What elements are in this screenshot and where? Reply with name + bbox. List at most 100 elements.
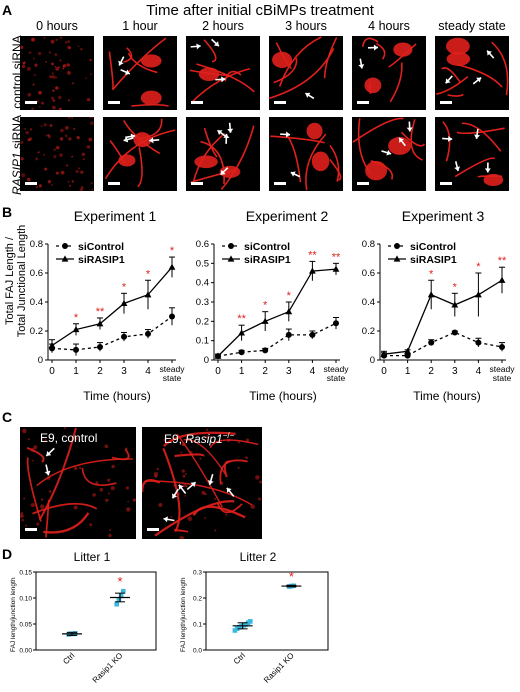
arrow-head — [220, 169, 226, 175]
arrow-icon — [178, 484, 187, 494]
scale-bar — [440, 182, 452, 185]
experiment-3-xlabel: Time (hours) — [413, 389, 481, 403]
arrow-icon — [484, 162, 491, 173]
speckle — [53, 155, 57, 159]
arrow-head — [373, 44, 378, 51]
data-point — [499, 343, 505, 350]
speckle — [35, 185, 39, 189]
junction-line — [278, 36, 322, 87]
speckle — [38, 90, 42, 95]
speckle — [126, 507, 131, 512]
junction-line — [174, 528, 189, 533]
arrow-icon — [211, 38, 220, 47]
significance-star: ** — [498, 255, 507, 267]
junction-line — [191, 67, 251, 103]
speckle — [21, 173, 26, 178]
x-tick-label: 2 — [97, 366, 103, 377]
speckle — [62, 64, 67, 68]
data-point — [169, 313, 175, 320]
speckle — [68, 137, 72, 141]
speckle — [37, 151, 40, 154]
column-label: 3 hours — [285, 19, 327, 33]
speckle — [50, 184, 53, 187]
speckle — [20, 140, 24, 144]
x-tick-label: steady — [323, 364, 349, 374]
data-point — [309, 331, 316, 338]
arrow-icon — [227, 122, 234, 133]
arrow-icon — [45, 447, 55, 457]
legend-marker-sirasip1 — [227, 255, 235, 262]
scale-bar — [191, 101, 203, 104]
junction-line — [216, 502, 243, 514]
arrow-icon — [125, 133, 136, 140]
speckle — [80, 186, 84, 189]
arrow-icon — [149, 137, 160, 144]
junction-line — [104, 129, 176, 180]
speckle — [104, 444, 109, 449]
x-tick-label: steady — [159, 364, 185, 374]
junction-line — [137, 147, 143, 188]
significance-star: * — [287, 290, 292, 302]
junction-line — [436, 76, 469, 95]
column-label: 0 hours — [36, 19, 78, 33]
junction-line — [123, 47, 133, 63]
scale-bar — [274, 101, 286, 104]
junction-line — [442, 121, 451, 162]
speckle — [109, 529, 112, 531]
speckle — [90, 73, 92, 75]
speckle — [55, 171, 59, 175]
column-label: 1 hour — [122, 19, 158, 33]
data-point — [498, 276, 506, 283]
data-point — [262, 347, 269, 354]
arrow-head — [358, 64, 365, 69]
series-line-siRASIP1 — [217, 268, 337, 357]
arrow-head — [196, 43, 201, 50]
nucleus — [219, 165, 241, 178]
junction-line — [454, 157, 496, 178]
speckle — [52, 89, 55, 92]
speckle — [214, 497, 216, 500]
experiment-2-xlabel: Time (hours) — [249, 389, 317, 403]
significance-star: ** — [237, 313, 246, 325]
microscopy-tile — [352, 117, 426, 191]
speckle — [53, 148, 56, 151]
arrow-head — [207, 480, 214, 485]
significance-star: * — [146, 268, 151, 280]
speckle — [74, 437, 78, 441]
arrow-icon — [454, 161, 461, 172]
junction-line — [26, 457, 42, 522]
speckle — [55, 76, 58, 79]
junction-line — [111, 448, 130, 461]
nucleus — [483, 173, 504, 187]
panel-c-rasip1-label: E9, Rasip1−/− — [164, 431, 234, 446]
speckle — [67, 71, 71, 75]
nucleus — [118, 154, 136, 167]
data-point — [116, 597, 122, 602]
scale-bar — [191, 182, 203, 185]
series-line-siControl — [384, 331, 503, 357]
speckle — [20, 512, 24, 515]
data-point — [404, 347, 411, 354]
significance-star: ** — [308, 249, 317, 261]
arrow-head — [44, 470, 51, 476]
arrow-head — [445, 78, 451, 84]
arrow-head — [474, 134, 481, 139]
speckle — [33, 445, 38, 450]
significance-star: * — [453, 281, 458, 293]
nucleus — [388, 136, 412, 155]
speckle — [163, 438, 167, 442]
x-tick-label: 1 — [405, 366, 411, 377]
speckle — [35, 157, 39, 161]
x-tick-label: 3 — [121, 366, 127, 377]
y-tick-label: 0.4 — [362, 297, 375, 308]
junction-line — [142, 479, 161, 493]
arrow-head — [130, 133, 136, 140]
arrow-head — [213, 41, 219, 47]
y-tick-label: 0.4 — [30, 297, 43, 308]
x-tick-label: 0 — [381, 366, 387, 377]
x-tick-label: 1 — [73, 366, 79, 377]
scale-bar — [108, 182, 120, 185]
speckle — [20, 514, 24, 519]
data-point — [404, 352, 411, 359]
